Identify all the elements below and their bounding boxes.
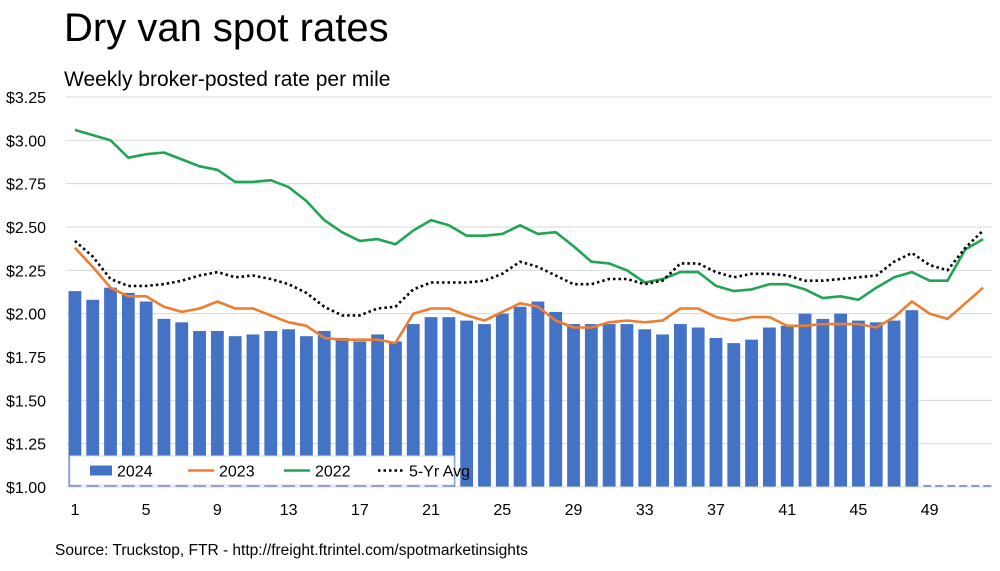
chart-title: Dry van spot rates xyxy=(64,6,389,50)
bar-2024-week-25 xyxy=(495,313,509,487)
bar-2024-week-5 xyxy=(139,301,153,487)
x-tick-label: 1 xyxy=(70,502,79,519)
bar-2024-week-1 xyxy=(68,291,82,487)
bar-2024-week-29 xyxy=(567,324,580,487)
chart-subtitle: Weekly broker-posted rate per mile xyxy=(64,68,391,91)
bar-2024-week-44 xyxy=(834,313,848,487)
bar-2024-week-34 xyxy=(656,334,669,487)
bar-2024-week-45 xyxy=(852,320,865,487)
x-tick-label: 5 xyxy=(142,502,151,519)
x-tick-label: 9 xyxy=(213,502,222,519)
bar-2024-week-23 xyxy=(460,320,474,487)
bar-2024-week-46 xyxy=(869,322,883,487)
bar-series-2024 xyxy=(68,287,992,487)
bar-2024-week-26 xyxy=(513,306,527,487)
bar-2024-week-14 xyxy=(299,336,313,487)
bar-2024-week-32 xyxy=(620,324,634,487)
y-tick-label: $1.00 xyxy=(6,480,46,497)
bar-2024-week-13 xyxy=(282,329,296,487)
y-tick-label: $2.25 xyxy=(6,263,46,280)
line-series-2023 xyxy=(73,246,984,345)
bar-2024-week-8 xyxy=(193,331,206,487)
y-tick-label: $1.50 xyxy=(6,393,46,410)
x-tick-label: 17 xyxy=(351,502,369,519)
bar-2024-week-40 xyxy=(762,327,776,487)
bar-2024-week-19 xyxy=(389,341,402,487)
bar-2024-week-31 xyxy=(602,324,616,487)
bar-2024-week-47 xyxy=(887,320,901,487)
legend-label-5-yr-avg: 5-Yr Avg xyxy=(409,464,470,481)
bar-2024-week-42 xyxy=(798,313,812,487)
bar-2024-week-11 xyxy=(246,334,260,487)
x-tick-label: 37 xyxy=(707,502,725,519)
line-series-5-yr-avg xyxy=(74,229,985,317)
bar-2024-week-16 xyxy=(335,337,349,487)
bar-2024-week-2 xyxy=(86,299,100,487)
y-tick-label: $3.25 xyxy=(6,90,46,107)
source-note: Source: Truckstop, FTR - http://freight.… xyxy=(55,542,528,559)
bar-2024-week-7 xyxy=(175,322,189,487)
bar-2024-week-30 xyxy=(584,324,598,487)
x-tick-label: 21 xyxy=(422,502,440,519)
bar-2024-week-24 xyxy=(478,324,491,487)
bar-2024-week-41 xyxy=(780,325,794,487)
bar-2024-week-35 xyxy=(673,324,687,487)
bar-2024-week-36 xyxy=(691,327,705,487)
legend: 2024 2023 2022 5-Yr Avg xyxy=(69,455,470,486)
legend-label-2024: 2024 xyxy=(117,464,153,481)
x-tick-label: 45 xyxy=(850,502,868,519)
bar-2024-week-43 xyxy=(816,318,830,487)
bar-2024-week-20 xyxy=(406,324,420,487)
bar-2024-week-10 xyxy=(228,336,242,487)
bar-2024-week-22 xyxy=(442,317,456,487)
bar-2024-week-18 xyxy=(371,334,385,487)
x-tick-label: 25 xyxy=(493,502,511,519)
y-tick-label: $1.25 xyxy=(6,437,46,454)
bar-2024-week-3 xyxy=(104,287,117,487)
x-tick-label: 49 xyxy=(921,502,939,519)
y-tick-label: $2.75 xyxy=(6,177,46,194)
legend-swatch-2024 xyxy=(90,465,112,476)
bar-2024-week-15 xyxy=(317,331,331,487)
x-tick-label: 29 xyxy=(565,502,583,519)
bar-2024-week-6 xyxy=(157,318,171,487)
line-series xyxy=(73,128,985,345)
y-tick-label: $1.75 xyxy=(6,350,46,367)
bar-2024-week-4 xyxy=(121,292,135,487)
y-tick-label: $2.50 xyxy=(6,220,46,237)
legend-label-2023: 2023 xyxy=(219,464,255,481)
y-tick-label: $3.00 xyxy=(6,133,46,150)
bar-2024-week-27 xyxy=(531,301,545,487)
bar-2024-week-28 xyxy=(549,311,563,487)
legend-label-2022: 2022 xyxy=(315,464,351,481)
y-tick-label: $2.00 xyxy=(6,307,46,324)
bar-2024-week-38 xyxy=(727,343,741,487)
bar-2024-week-33 xyxy=(638,329,652,487)
bar-2024-week-21 xyxy=(424,317,438,487)
bar-2024-week-17 xyxy=(353,341,367,487)
bar-2024-week-48 xyxy=(905,310,919,487)
x-tick-label: 13 xyxy=(280,502,298,519)
line-series-2022 xyxy=(74,128,984,302)
bar-2024-week-9 xyxy=(210,331,224,487)
x-tick-label: 33 xyxy=(636,502,654,519)
bar-2024-week-12 xyxy=(264,331,278,487)
axes: $1.00 $1.25 $1.50 $1.75 $2.00 $2.25 $2.50 $2.75… xyxy=(6,90,992,519)
bar-2024-week-37 xyxy=(709,337,723,487)
bar-2024-week-39 xyxy=(745,339,759,487)
x-tick-label: 41 xyxy=(778,502,796,519)
